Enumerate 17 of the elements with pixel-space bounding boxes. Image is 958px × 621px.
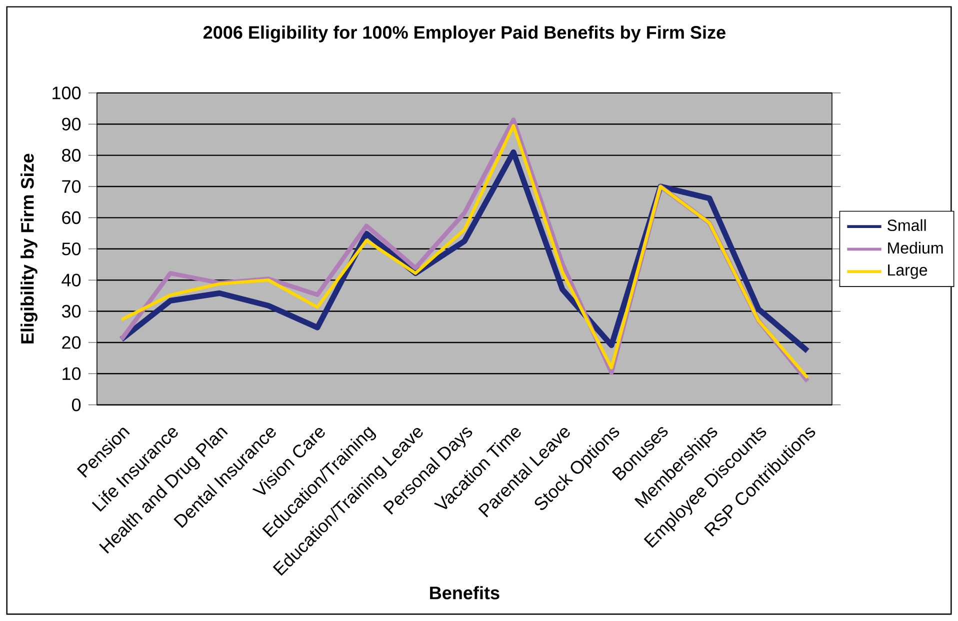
legend-label: Small — [887, 219, 926, 232]
y-tick-label: 80 — [62, 148, 81, 162]
y-tick-label: 50 — [62, 242, 81, 256]
y-tick-label: 20 — [62, 336, 81, 349]
legend-label: Medium — [888, 242, 943, 254]
chart-title: 2006 Eligibility for 100% Employer Paid Benefits by Firm Size — [203, 26, 726, 42]
y-tick-label: 40 — [62, 274, 81, 286]
x-axis-title: Benefits — [430, 586, 500, 600]
y-axis-title: Eligibility by Firm Size — [20, 154, 38, 344]
y-tick-label: 30 — [62, 304, 81, 318]
y-tick-label: 10 — [62, 367, 81, 380]
y-tick-label: 0 — [72, 398, 81, 412]
y-tick-label: 60 — [62, 211, 81, 224]
y-tick-label: 100 — [52, 86, 81, 100]
y-tick-label: 70 — [62, 180, 81, 193]
y-tick-label: 90 — [62, 118, 81, 131]
legend-label: Large — [888, 264, 928, 279]
